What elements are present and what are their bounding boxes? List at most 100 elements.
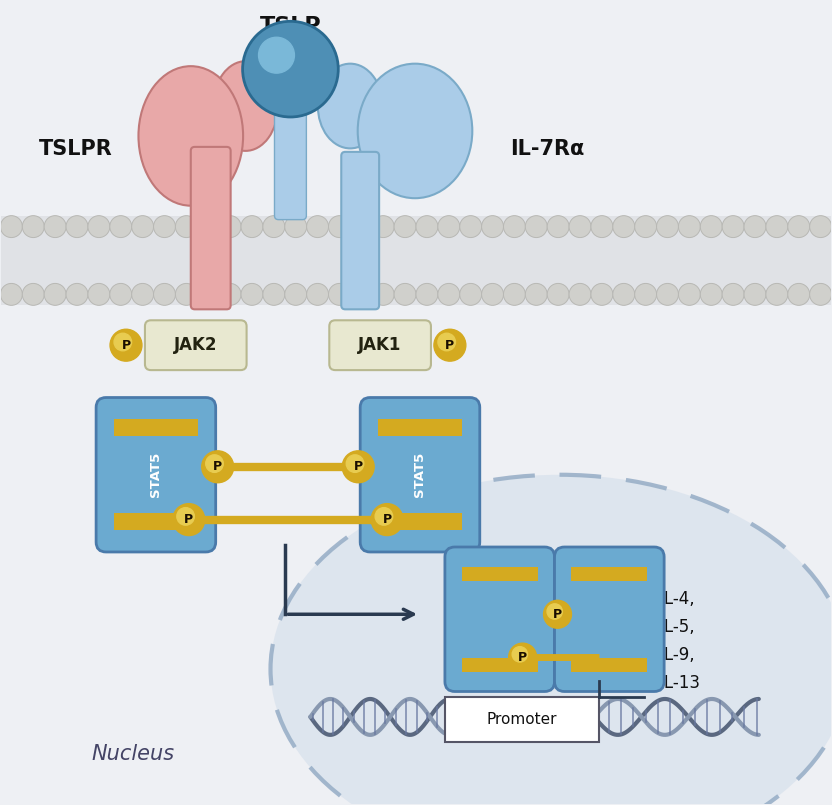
Circle shape [503, 283, 525, 305]
Circle shape [678, 216, 701, 237]
Circle shape [177, 508, 195, 525]
Bar [462, 567, 537, 581]
Circle shape [701, 283, 722, 305]
Circle shape [591, 283, 613, 305]
FancyBboxPatch shape [341, 152, 379, 309]
Circle shape [678, 283, 701, 305]
Circle shape [438, 283, 460, 305]
Circle shape [22, 283, 44, 305]
Circle shape [744, 216, 766, 237]
Ellipse shape [213, 61, 278, 151]
Circle shape [110, 216, 131, 237]
Circle shape [744, 283, 766, 305]
Circle shape [394, 283, 416, 305]
Circle shape [434, 329, 466, 361]
Text: JAK2: JAK2 [174, 336, 217, 354]
Text: JAK1: JAK1 [359, 336, 402, 354]
Bar [572, 567, 647, 581]
Circle shape [766, 283, 788, 305]
Text: Promoter: Promoter [487, 712, 557, 727]
Circle shape [613, 216, 635, 237]
Circle shape [201, 451, 234, 483]
Circle shape [154, 216, 176, 237]
Text: P: P [121, 339, 131, 352]
Circle shape [131, 283, 154, 305]
FancyBboxPatch shape [360, 398, 480, 552]
Circle shape [508, 643, 537, 671]
Circle shape [243, 21, 339, 117]
Circle shape [547, 283, 569, 305]
Circle shape [22, 216, 44, 237]
FancyBboxPatch shape [329, 320, 431, 370]
Circle shape [788, 216, 810, 237]
FancyBboxPatch shape [97, 398, 215, 552]
FancyBboxPatch shape [445, 547, 554, 691]
Circle shape [173, 504, 205, 535]
Circle shape [329, 216, 350, 237]
Circle shape [259, 37, 295, 73]
FancyBboxPatch shape [145, 320, 246, 370]
Circle shape [114, 333, 131, 351]
Circle shape [810, 283, 831, 305]
Circle shape [547, 604, 562, 619]
Circle shape [342, 451, 374, 483]
Circle shape [206, 455, 223, 473]
Circle shape [372, 283, 394, 305]
Text: STAT5: STAT5 [150, 452, 162, 497]
Circle shape [810, 216, 831, 237]
Text: IL-9,: IL-9, [659, 646, 695, 664]
Circle shape [263, 283, 285, 305]
Text: IL-13: IL-13 [659, 674, 701, 692]
Text: P: P [383, 513, 392, 526]
Circle shape [375, 508, 393, 525]
Text: STAT5: STAT5 [414, 452, 427, 497]
Circle shape [66, 283, 88, 305]
Circle shape [525, 216, 547, 237]
FancyBboxPatch shape [191, 147, 230, 309]
Circle shape [110, 283, 131, 305]
Bar [114, 513, 198, 530]
Circle shape [197, 216, 219, 237]
Circle shape [154, 283, 176, 305]
Text: P: P [518, 650, 527, 663]
FancyBboxPatch shape [275, 112, 306, 220]
Bar [378, 513, 462, 530]
Circle shape [460, 216, 482, 237]
Ellipse shape [358, 64, 473, 198]
Text: IL-4,: IL-4, [659, 590, 695, 609]
Text: TSLP: TSLP [260, 16, 321, 36]
Bar [378, 419, 462, 436]
Circle shape [416, 216, 438, 237]
Circle shape [438, 216, 460, 237]
Circle shape [88, 216, 110, 237]
Circle shape [569, 283, 591, 305]
Circle shape [656, 216, 678, 237]
Circle shape [263, 216, 285, 237]
Circle shape [701, 216, 722, 237]
Text: TSLPR: TSLPR [39, 139, 113, 159]
Ellipse shape [138, 66, 243, 206]
Circle shape [307, 283, 329, 305]
Bar [114, 419, 198, 436]
Circle shape [110, 329, 142, 361]
Bar [462, 658, 537, 671]
Circle shape [547, 216, 569, 237]
Text: Nucleus: Nucleus [92, 744, 174, 764]
Circle shape [44, 283, 66, 305]
Bar [445, 697, 599, 742]
Circle shape [766, 216, 788, 237]
Circle shape [329, 283, 350, 305]
Circle shape [525, 283, 547, 305]
Text: P: P [213, 460, 222, 473]
Circle shape [285, 283, 307, 305]
Circle shape [722, 283, 744, 305]
Circle shape [197, 283, 219, 305]
Circle shape [285, 216, 307, 237]
FancyBboxPatch shape [554, 547, 664, 691]
Ellipse shape [270, 475, 832, 805]
Circle shape [350, 216, 372, 237]
Circle shape [438, 333, 455, 351]
Circle shape [503, 216, 525, 237]
Circle shape [460, 283, 482, 305]
Circle shape [656, 283, 678, 305]
